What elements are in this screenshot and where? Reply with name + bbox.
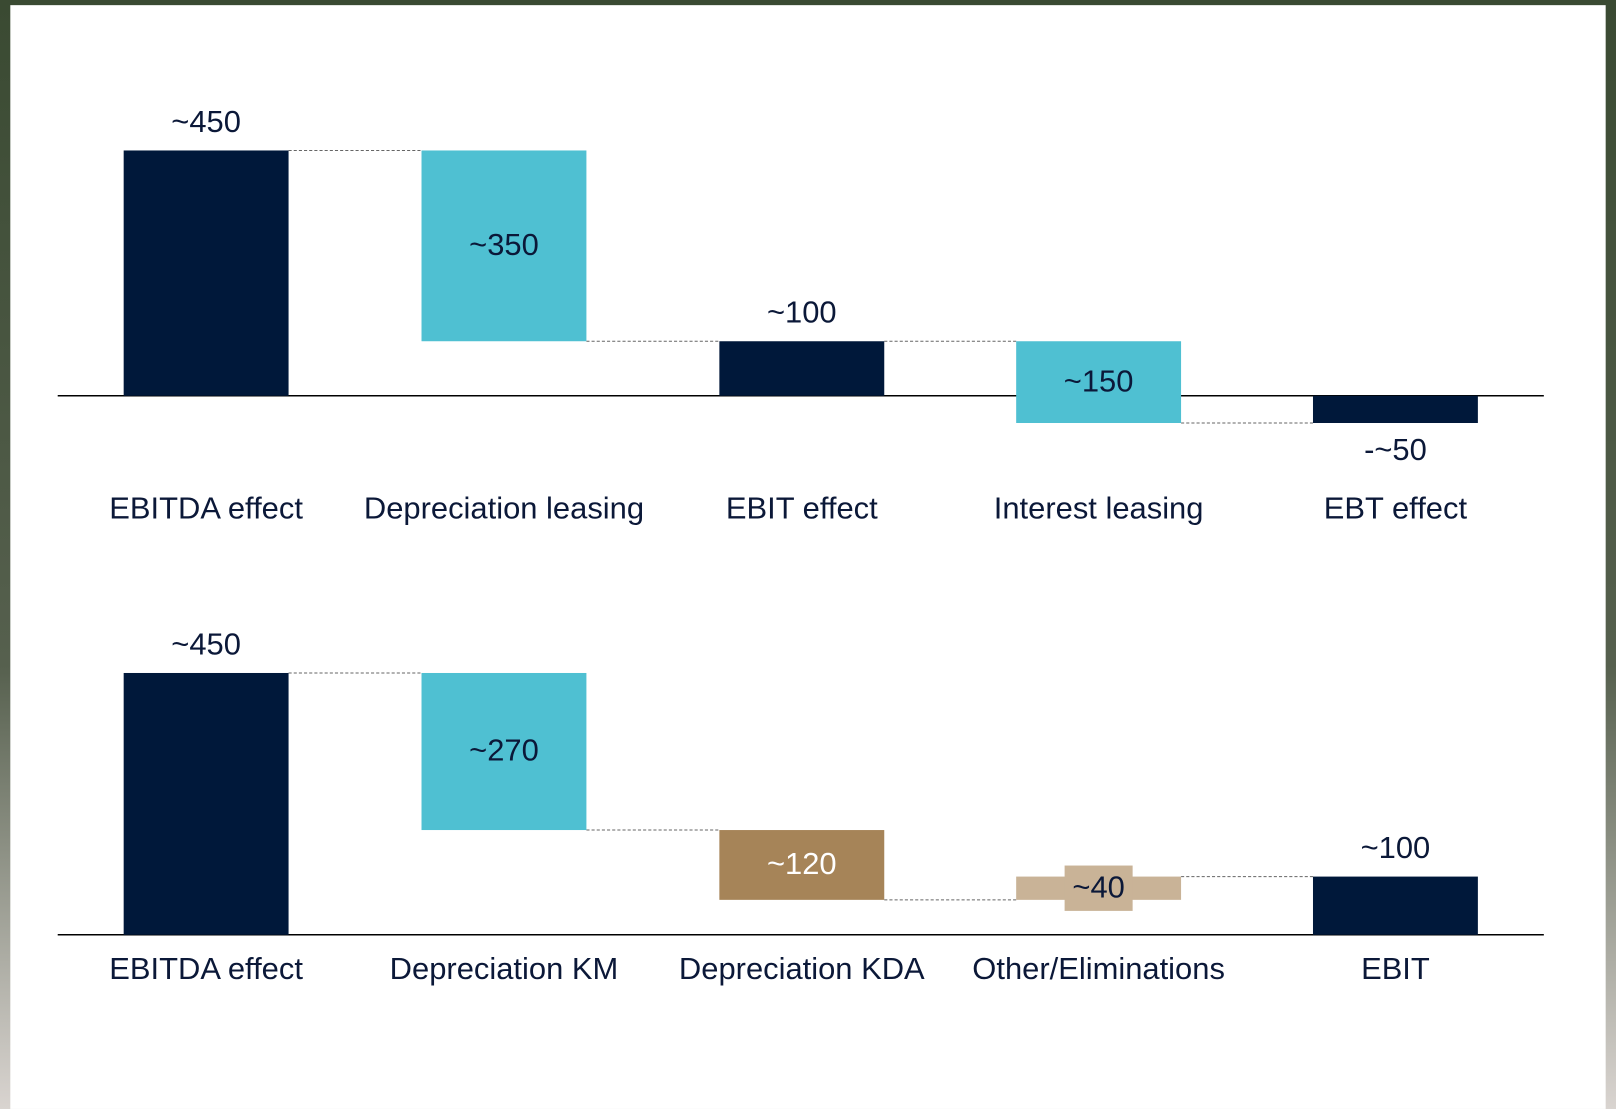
value-label: ~120 [767,846,837,881]
value-label: ~100 [767,295,837,330]
category-label-box: EBIT effect [725,491,878,526]
bar [123,672,289,935]
value-label: ~450 [171,626,241,661]
category-label: Depreciation KM [389,952,619,987]
category-label: EBT effect [1323,491,1468,526]
category-label-box: Depreciation leasing [363,491,645,526]
category-label: Interest leasing [993,491,1204,526]
category-label-box: Depreciation KDA [678,952,925,987]
label-box [1064,865,1133,911]
category-label: Depreciation leasing [363,491,645,526]
category-label: EBITDA effect [109,952,303,987]
bar [421,150,587,342]
category-label: Other/Eliminations [972,952,1225,987]
bar [421,672,587,831]
category-label: EBITDA effect [109,491,303,526]
category-label-box: Other/Eliminations [972,952,1225,987]
category-label-box: EBITDA effect [109,491,303,526]
value-label: ~40 [1072,869,1124,904]
bar [719,341,885,396]
category-label-box: EBT effect [1323,491,1468,526]
category-label: EBIT [1361,952,1430,987]
slide: ~450 EBITDA effect ~350 Depreciation leasin… [10,5,1606,1109]
value-label: ~450 [171,104,241,139]
value-label: ~270 [469,733,539,768]
category-label: EBIT effect [725,491,878,526]
bar [719,830,885,900]
bar [123,150,289,396]
category-label-box: Depreciation KM [389,952,619,987]
value-label: ~150 [1064,363,1134,398]
value-label: ~350 [469,227,539,262]
value-label: -~50 [1364,432,1427,467]
category-label-box: Interest leasing [993,491,1204,526]
category-label-box: EBIT [1361,952,1430,987]
bar [1016,341,1182,424]
value-label: ~100 [1361,830,1431,865]
bar [1312,876,1478,935]
category-label: Depreciation KDA [678,952,925,987]
bar [1312,395,1478,424]
category-label-box: EBITDA effect [109,952,303,987]
